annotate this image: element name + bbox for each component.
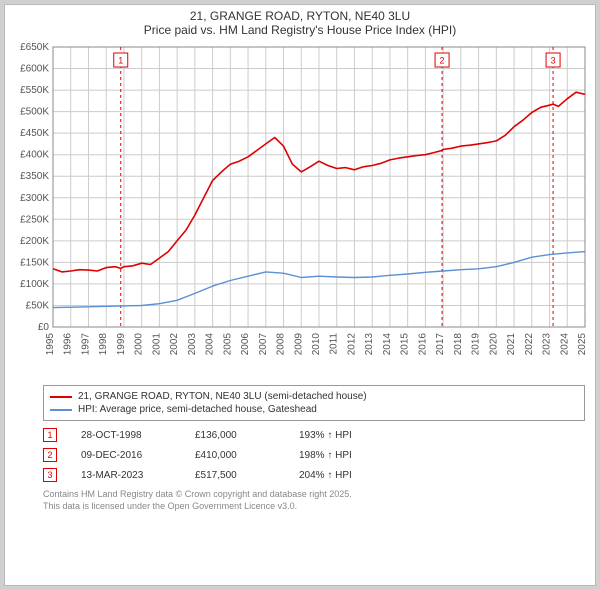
svg-text:1: 1	[118, 55, 123, 65]
legend-color-swatch	[50, 409, 72, 411]
events-table: 1 28-OCT-1998 £136,000 193% ↑ HPI 2 09-DEC-20…	[43, 425, 585, 485]
event-row: 2 09-DEC-2016 £410,000 198% ↑ HPI	[43, 445, 585, 465]
legend-box: 21, GRANGE ROAD, RYTON, NE40 3LU (semi-d…	[43, 385, 585, 421]
footer-line2: This data is licensed under the Open Gov…	[43, 501, 585, 513]
event-price: £136,000	[195, 430, 275, 441]
svg-text:£550K: £550K	[20, 85, 49, 96]
event-date: 13-MAR-2023	[81, 470, 171, 481]
event-hpi: 193% ↑ HPI	[299, 430, 352, 441]
svg-text:2017: 2017	[435, 333, 446, 356]
chart-title-address: 21, GRANGE ROAD, RYTON, NE40 3LU	[5, 5, 595, 23]
svg-text:2013: 2013	[364, 333, 375, 356]
event-hpi: 204% ↑ HPI	[299, 470, 352, 481]
svg-text:£250K: £250K	[20, 214, 49, 225]
svg-text:2024: 2024	[559, 333, 570, 356]
svg-text:£400K: £400K	[20, 150, 49, 161]
svg-text:2006: 2006	[240, 333, 251, 356]
svg-text:2016: 2016	[417, 333, 428, 356]
svg-text:£100K: £100K	[20, 279, 49, 290]
price-chart-svg: £0 £50K £100K £150K £200K £250K £300K £350K £400…	[11, 39, 591, 379]
chart-area: £0 £50K £100K £150K £200K £250K £300K £350K £400…	[11, 39, 589, 379]
legend-color-swatch	[50, 396, 72, 398]
svg-text:£200K: £200K	[20, 236, 49, 247]
svg-text:2022: 2022	[524, 333, 535, 356]
svg-text:1998: 1998	[98, 333, 109, 356]
svg-text:1999: 1999	[116, 333, 127, 356]
svg-text:£150K: £150K	[20, 257, 49, 268]
svg-text:2005: 2005	[222, 333, 233, 356]
svg-text:2014: 2014	[382, 333, 393, 356]
svg-text:£500K: £500K	[20, 107, 49, 118]
footer-line1: Contains HM Land Registry data © Crown c…	[43, 489, 585, 501]
event-marker-number: 2	[43, 448, 57, 462]
svg-text:2011: 2011	[329, 333, 340, 355]
event-price: £410,000	[195, 450, 275, 461]
svg-text:2003: 2003	[187, 333, 198, 356]
event-marker-number: 3	[43, 468, 57, 482]
event-row: 3 13-MAR-2023 £517,500 204% ↑ HPI	[43, 465, 585, 485]
svg-text:2023: 2023	[542, 333, 553, 356]
footer-attribution: Contains HM Land Registry data © Crown c…	[43, 489, 585, 512]
legend-item: 21, GRANGE ROAD, RYTON, NE40 3LU (semi-d…	[50, 390, 578, 403]
svg-text:£600K: £600K	[20, 64, 49, 75]
svg-text:2002: 2002	[169, 333, 180, 356]
event-price: £517,500	[195, 470, 275, 481]
svg-text:2018: 2018	[453, 333, 464, 356]
svg-text:2010: 2010	[311, 333, 322, 356]
event-date: 28-OCT-1998	[81, 430, 171, 441]
svg-text:2000: 2000	[134, 333, 145, 356]
svg-text:2004: 2004	[205, 333, 216, 356]
event-hpi: 198% ↑ HPI	[299, 450, 352, 461]
svg-text:2025: 2025	[577, 333, 588, 356]
svg-text:1997: 1997	[80, 333, 91, 356]
svg-text:2015: 2015	[400, 333, 411, 356]
svg-text:2019: 2019	[471, 333, 482, 356]
svg-text:2: 2	[440, 55, 445, 65]
svg-text:3: 3	[551, 55, 556, 65]
event-date: 09-DEC-2016	[81, 450, 171, 461]
svg-text:1995: 1995	[45, 333, 56, 356]
svg-text:£0: £0	[38, 322, 50, 333]
event-marker-number: 1	[43, 428, 57, 442]
svg-text:£450K: £450K	[20, 128, 49, 139]
svg-text:2020: 2020	[488, 333, 499, 356]
svg-text:2021: 2021	[506, 333, 517, 356]
svg-text:2008: 2008	[276, 333, 287, 356]
svg-text:£50K: £50K	[26, 300, 50, 311]
legend-label: HPI: Average price, semi-detached house,…	[78, 404, 317, 415]
svg-text:£350K: £350K	[20, 171, 49, 182]
svg-text:£300K: £300K	[20, 193, 49, 204]
chart-title-subtitle: Price paid vs. HM Land Registry's House …	[5, 23, 595, 39]
svg-text:1996: 1996	[63, 333, 74, 356]
legend-item: HPI: Average price, semi-detached house,…	[50, 403, 578, 416]
svg-text:2012: 2012	[346, 333, 357, 356]
svg-text:2007: 2007	[258, 333, 269, 356]
event-row: 1 28-OCT-1998 £136,000 193% ↑ HPI	[43, 425, 585, 445]
svg-text:2001: 2001	[151, 333, 162, 356]
svg-text:2009: 2009	[293, 333, 304, 356]
svg-text:£650K: £650K	[20, 42, 49, 53]
legend-label: 21, GRANGE ROAD, RYTON, NE40 3LU (semi-d…	[78, 391, 367, 402]
